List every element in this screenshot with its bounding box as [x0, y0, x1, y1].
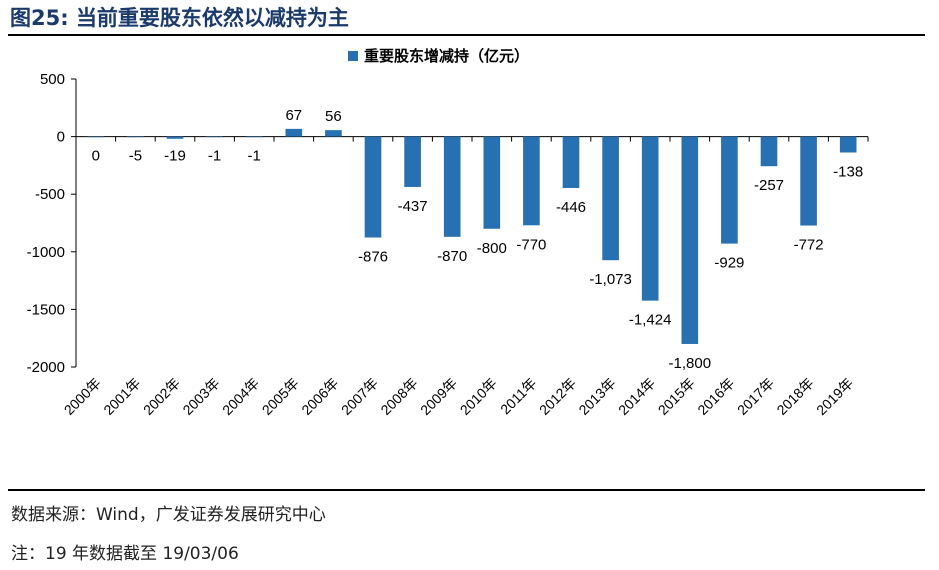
x-tick-label: 2013年: [575, 375, 618, 418]
data-label: -772: [794, 237, 824, 254]
x-tick-label: 2015年: [655, 375, 698, 418]
data-label: -929: [714, 255, 744, 272]
data-label: 0: [92, 148, 100, 165]
x-tick-label: 2019年: [813, 375, 856, 418]
bar: [681, 136, 699, 344]
x-tick-label: 2005年: [259, 375, 302, 418]
bar: [562, 136, 580, 188]
data-label: -870: [437, 248, 467, 265]
note-text: 注：19 年数据截至 19/03/06: [11, 544, 239, 564]
data-label: -876: [358, 249, 388, 266]
legend-swatch: [348, 51, 358, 61]
figure-title-text: 当前重要股东依然以减持为主: [75, 5, 349, 30]
data-label: -770: [516, 236, 546, 253]
y-tick-label: -1000: [27, 244, 65, 261]
bottom-rule: [8, 489, 925, 491]
bar: [404, 136, 421, 187]
bar: [800, 136, 817, 226]
x-tick-label: 2016年: [694, 375, 737, 418]
bar: [839, 136, 857, 153]
x-tick-label: 2008年: [377, 375, 420, 418]
x-tick-label: 2002年: [140, 375, 183, 418]
y-tick-label: 500: [40, 71, 65, 88]
bar: [721, 136, 738, 244]
bar: [641, 136, 659, 301]
bar-chart: 500 0 -500 -1000 -1500 -2000 0 2000年 -5 2001年 -19 2…: [27, 47, 869, 418]
bar: [602, 136, 619, 261]
data-label: -138: [833, 163, 863, 180]
data-label: -446: [556, 199, 586, 216]
data-label: -19: [164, 148, 186, 165]
x-tick-label: 2004年: [219, 375, 262, 418]
y-tick-label: 0: [57, 129, 65, 146]
bar: [245, 136, 263, 138]
bar: [443, 136, 461, 237]
data-label: -1,424: [629, 312, 672, 329]
bar: [523, 136, 540, 226]
figure-title: 图25: 当前重要股东依然以减持为主: [10, 2, 349, 32]
data-label: -1: [248, 148, 261, 165]
data-label: -800: [477, 240, 507, 257]
data-label: -1: [208, 148, 221, 165]
x-tick-label: 2010年: [457, 375, 500, 418]
x-tick-label: 2007年: [338, 375, 381, 418]
y-tick-label: -2000: [27, 359, 65, 376]
x-tick-label: 2012年: [536, 375, 579, 418]
bar: [364, 136, 382, 238]
data-label: -5: [129, 148, 142, 165]
legend-label: 重要股东增减持（亿元）: [364, 47, 529, 65]
figure-label: 图25:: [10, 6, 69, 30]
bar: [127, 136, 144, 138]
data-label: -437: [398, 198, 428, 215]
bar: [87, 136, 105, 138]
x-tick-label: 2003年: [179, 375, 222, 418]
y-tick-label: -1500: [27, 301, 65, 318]
data-label: -1,800: [669, 355, 712, 372]
bar: [166, 136, 184, 139]
bar: [206, 136, 223, 138]
y-tick-label: -500: [35, 186, 65, 203]
bar: [483, 136, 501, 229]
data-label: -257: [754, 177, 784, 194]
x-tick-label: 2009年: [417, 375, 460, 418]
x-tick-label: 2006年: [298, 375, 341, 418]
data-label: -1,073: [589, 271, 632, 288]
x-tick-label: 2011年: [497, 375, 540, 418]
x-tick-label: 2018年: [773, 375, 816, 418]
bar: [285, 128, 303, 137]
x-tick-label: 2017年: [734, 375, 777, 418]
x-tick-label: 2000年: [61, 375, 104, 418]
data-label: 56: [325, 108, 342, 125]
source-text: 数据来源：Wind，广发证券发展研究中心: [11, 505, 326, 525]
bar: [325, 130, 342, 137]
x-tick-label: 2001年: [100, 375, 143, 418]
x-tick-label: 2014年: [615, 375, 658, 418]
top-rule: [8, 34, 925, 36]
bar: [760, 136, 778, 167]
data-label: 67: [285, 107, 302, 124]
